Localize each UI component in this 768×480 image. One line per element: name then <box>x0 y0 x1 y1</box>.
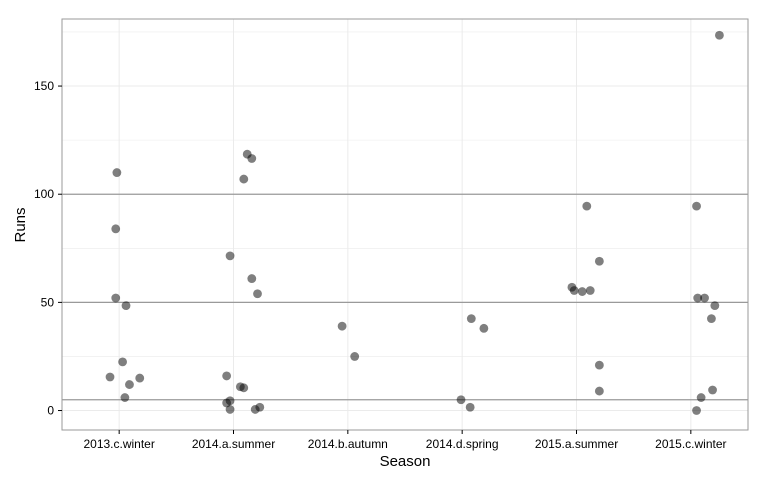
data-point <box>222 398 232 408</box>
data-point <box>696 393 706 402</box>
data-point <box>250 405 260 414</box>
x-tick-label: 2014.a.summer <box>192 437 275 451</box>
data-point <box>111 293 121 303</box>
x-tick-label: 2013.c.winter <box>83 437 154 451</box>
y-tick-label: 50 <box>41 295 55 309</box>
y-tick-label: 0 <box>47 404 54 418</box>
data-point <box>456 395 466 405</box>
data-point <box>693 293 703 303</box>
x-tick-label: 2015.a.summer <box>535 437 618 451</box>
x-tick-label: 2014.d.spring <box>426 437 499 451</box>
data-point <box>135 373 145 383</box>
data-point <box>247 274 257 283</box>
x-tick-label: 2014.b.autumn <box>308 437 388 451</box>
data-point <box>350 352 360 361</box>
data-point <box>707 314 716 323</box>
data-point <box>247 154 257 163</box>
data-points <box>105 30 724 415</box>
data-point <box>577 287 587 296</box>
x-tick-label: 2015.c.winter <box>655 437 726 451</box>
y-tick-label: 150 <box>34 79 54 93</box>
data-point <box>112 168 122 177</box>
data-point <box>337 321 347 331</box>
data-point <box>105 372 115 382</box>
data-point <box>222 371 232 381</box>
data-point <box>594 386 604 396</box>
data-point <box>118 357 127 367</box>
data-point <box>692 406 701 415</box>
data-point <box>585 286 595 295</box>
data-point <box>700 293 709 303</box>
data-point <box>479 323 489 333</box>
data-point <box>121 301 131 311</box>
data-point <box>710 301 720 311</box>
data-point <box>225 405 235 414</box>
y-axis-ticks: 0 50 100 150 <box>34 79 62 418</box>
data-point <box>594 256 604 266</box>
data-point <box>120 393 130 402</box>
data-point <box>239 383 249 393</box>
data-point <box>569 286 579 295</box>
x-axis-title: Season <box>380 453 431 470</box>
y-tick-label: 100 <box>34 187 54 201</box>
reference-lines <box>62 193 748 401</box>
data-point <box>225 251 235 261</box>
data-point <box>125 380 134 389</box>
data-point <box>465 402 475 412</box>
x-axis-ticks: 2013.c.winter 2014.a.summer 2014.b.autumn 2… <box>83 430 727 451</box>
data-point <box>715 30 724 40</box>
data-point <box>253 289 262 299</box>
y-axis-title: Runs <box>12 207 29 242</box>
data-point <box>708 385 717 395</box>
data-point <box>466 314 476 323</box>
data-point <box>239 174 249 184</box>
data-point <box>594 360 604 370</box>
plot-background <box>62 19 748 430</box>
panel-border <box>61 18 749 431</box>
data-point <box>111 224 121 234</box>
data-point <box>692 201 701 211</box>
data-point <box>582 201 592 211</box>
